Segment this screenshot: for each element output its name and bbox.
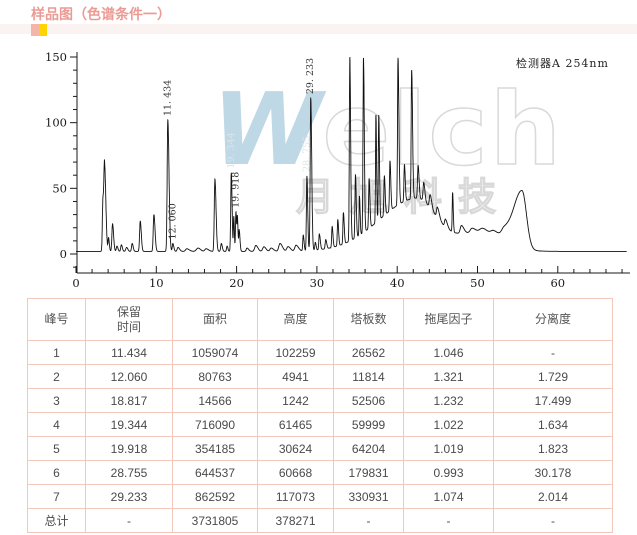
table-cell: 117073 bbox=[257, 484, 334, 509]
detector-label: 检测器A 254nm bbox=[516, 57, 609, 70]
table-cell: 1.321 bbox=[403, 364, 494, 389]
y-axis-tick-label: 150 bbox=[45, 50, 67, 64]
x-axis-tick-label: 50 bbox=[470, 276, 485, 290]
table-cell: 7 bbox=[27, 484, 86, 509]
table-cell: 862592 bbox=[172, 484, 258, 509]
table-cell: 716090 bbox=[172, 412, 258, 437]
table-cell: - bbox=[493, 340, 613, 365]
y-axis-tick-label: 50 bbox=[52, 181, 67, 195]
table-cell: 64204 bbox=[333, 436, 404, 461]
table-row: 1 11.434 1059074 102259 26562 1.046- bbox=[27, 340, 613, 365]
x-axis-tick-label: 20 bbox=[229, 276, 244, 290]
table-row: 总计 -3731805 378271- - - bbox=[27, 508, 613, 533]
table-cell: 330931 bbox=[333, 484, 404, 509]
table-header-cell: 峰号 bbox=[27, 298, 86, 341]
table-cell: - bbox=[493, 508, 613, 533]
table-row: 2 12.060 80763 4941 11814 1.321 1.729 bbox=[27, 364, 613, 389]
peak-retention-label: 19. 344 bbox=[226, 132, 237, 168]
table-cell: 18.817 bbox=[85, 388, 173, 413]
table-cell: 1.729 bbox=[493, 364, 613, 389]
x-axis-tick-label: 0 bbox=[72, 276, 79, 290]
table-row: 3 18.817 14566 1242 52506 1.232 17.499 bbox=[27, 388, 613, 413]
table-cell: 6 bbox=[27, 460, 86, 485]
page-title: 样品图（色谱条件一） bbox=[31, 6, 171, 22]
x-axis-tick-label: 40 bbox=[390, 276, 405, 290]
peak-retention-label: 28. 755 bbox=[301, 136, 312, 172]
table-header-cell: 分离度 bbox=[493, 298, 613, 341]
table-cell: 1059074 bbox=[172, 340, 258, 365]
table-cell: 1.634 bbox=[493, 412, 613, 437]
table-cell: 19.344 bbox=[85, 412, 173, 437]
table-cell: 354185 bbox=[172, 436, 258, 461]
table-cell: 1.232 bbox=[403, 388, 494, 413]
table-cell: 28.755 bbox=[85, 460, 173, 485]
table-cell: 1.823 bbox=[493, 436, 613, 461]
table-row: 7 29.233 862592 117073 330931 1.074 2.014 bbox=[27, 484, 613, 509]
table-cell: 11814 bbox=[333, 364, 404, 389]
table-cell: 60668 bbox=[257, 460, 334, 485]
table-cell: 2.014 bbox=[493, 484, 613, 509]
table-cell: 59999 bbox=[333, 412, 404, 437]
table-cell: 61465 bbox=[257, 412, 334, 437]
table-cell: 5 bbox=[27, 436, 86, 461]
table-header-row: 峰号 保留 时间 面积 高度 塔板数 拖尾因子 分离度 bbox=[27, 298, 613, 341]
table-header-cell: 面积 bbox=[172, 298, 258, 341]
chromatogram-svg: 0 50 100 150 0 10 20 30 40 50 60 11. 434 12. 060 19. … bbox=[45, 50, 630, 290]
table-cell: 52506 bbox=[333, 388, 404, 413]
chromatogram-curve bbox=[76, 56, 627, 252]
peak-results-table: 峰号 保留 时间 面积 高度 塔板数 拖尾因子 分离度 1 11.434 1059074 1022… bbox=[27, 298, 613, 533]
peak-retention-label: 11. 434 bbox=[162, 80, 173, 116]
bullet-pink-icon bbox=[31, 24, 39, 36]
y-axis-tick-label: 100 bbox=[45, 116, 67, 130]
table-row: 5 19.918 354185 30624 64204 1.019 1.823 bbox=[27, 436, 613, 461]
table-cell: 4941 bbox=[257, 364, 334, 389]
table-cell: 11.434 bbox=[85, 340, 173, 365]
table-cell: 1.022 bbox=[403, 412, 494, 437]
table-header-cell: 保留 时间 bbox=[85, 298, 173, 341]
table-cell: 14566 bbox=[172, 388, 258, 413]
table-cell: 1 bbox=[27, 340, 86, 365]
table-cell: 12.060 bbox=[85, 364, 173, 389]
y-axis-tick-label: 0 bbox=[60, 247, 67, 261]
table-cell: 644537 bbox=[172, 460, 258, 485]
table-cell: 4 bbox=[27, 412, 86, 437]
table-header-cell: 拖尾因子 bbox=[403, 298, 494, 341]
table-cell: - bbox=[403, 508, 494, 533]
peak-retention-label: 29. 233 bbox=[305, 58, 316, 94]
table-cell: 26562 bbox=[333, 340, 404, 365]
table-row: 4 19.344 716090 61465 59999 1.022 1.634 bbox=[27, 412, 613, 437]
x-axis-tick-label: 60 bbox=[550, 276, 565, 290]
table-cell: - bbox=[85, 508, 173, 533]
peak-retention-label: 12. 060 bbox=[167, 203, 178, 239]
table-cell: 1.019 bbox=[403, 436, 494, 461]
divider-strip bbox=[0, 24, 637, 34]
table-cell: 1.074 bbox=[403, 484, 494, 509]
table-cell: 1242 bbox=[257, 388, 334, 413]
table-cell: 3 bbox=[27, 388, 86, 413]
table-header-cell: 塔板数 bbox=[333, 298, 404, 341]
table-cell: 1.046 bbox=[403, 340, 494, 365]
table-cell: 179831 bbox=[333, 460, 404, 485]
table-cell: 29.233 bbox=[85, 484, 173, 509]
table-cell: 30624 bbox=[257, 436, 334, 461]
table-cell: 0.993 bbox=[403, 460, 494, 485]
x-axis-tick-label: 30 bbox=[310, 276, 325, 290]
bullet-yellow-icon bbox=[39, 24, 47, 36]
table-cell: 80763 bbox=[172, 364, 258, 389]
table-cell: - bbox=[333, 508, 404, 533]
table-cell: 17.499 bbox=[493, 388, 613, 413]
table-cell: 30.178 bbox=[493, 460, 613, 485]
table-cell: 3731805 bbox=[172, 508, 258, 533]
table-cell: 2 bbox=[27, 364, 86, 389]
x-axis-tick-label: 10 bbox=[149, 276, 164, 290]
table-cell: 102259 bbox=[257, 340, 334, 365]
chromatogram-chart: Welch 月旭科技 0 50 100 150 0 10 20 30 40 50 60 11. 434… bbox=[0, 38, 637, 300]
table-cell: 19.918 bbox=[85, 436, 173, 461]
table-header-cell: 高度 bbox=[257, 298, 334, 341]
table-cell: 总计 bbox=[27, 508, 86, 533]
peak-retention-label: 19. 918 bbox=[230, 172, 241, 208]
table-row: 6 28.755 644537 60668 179831 0.993 30.178 bbox=[27, 460, 613, 485]
table-cell: 378271 bbox=[257, 508, 334, 533]
